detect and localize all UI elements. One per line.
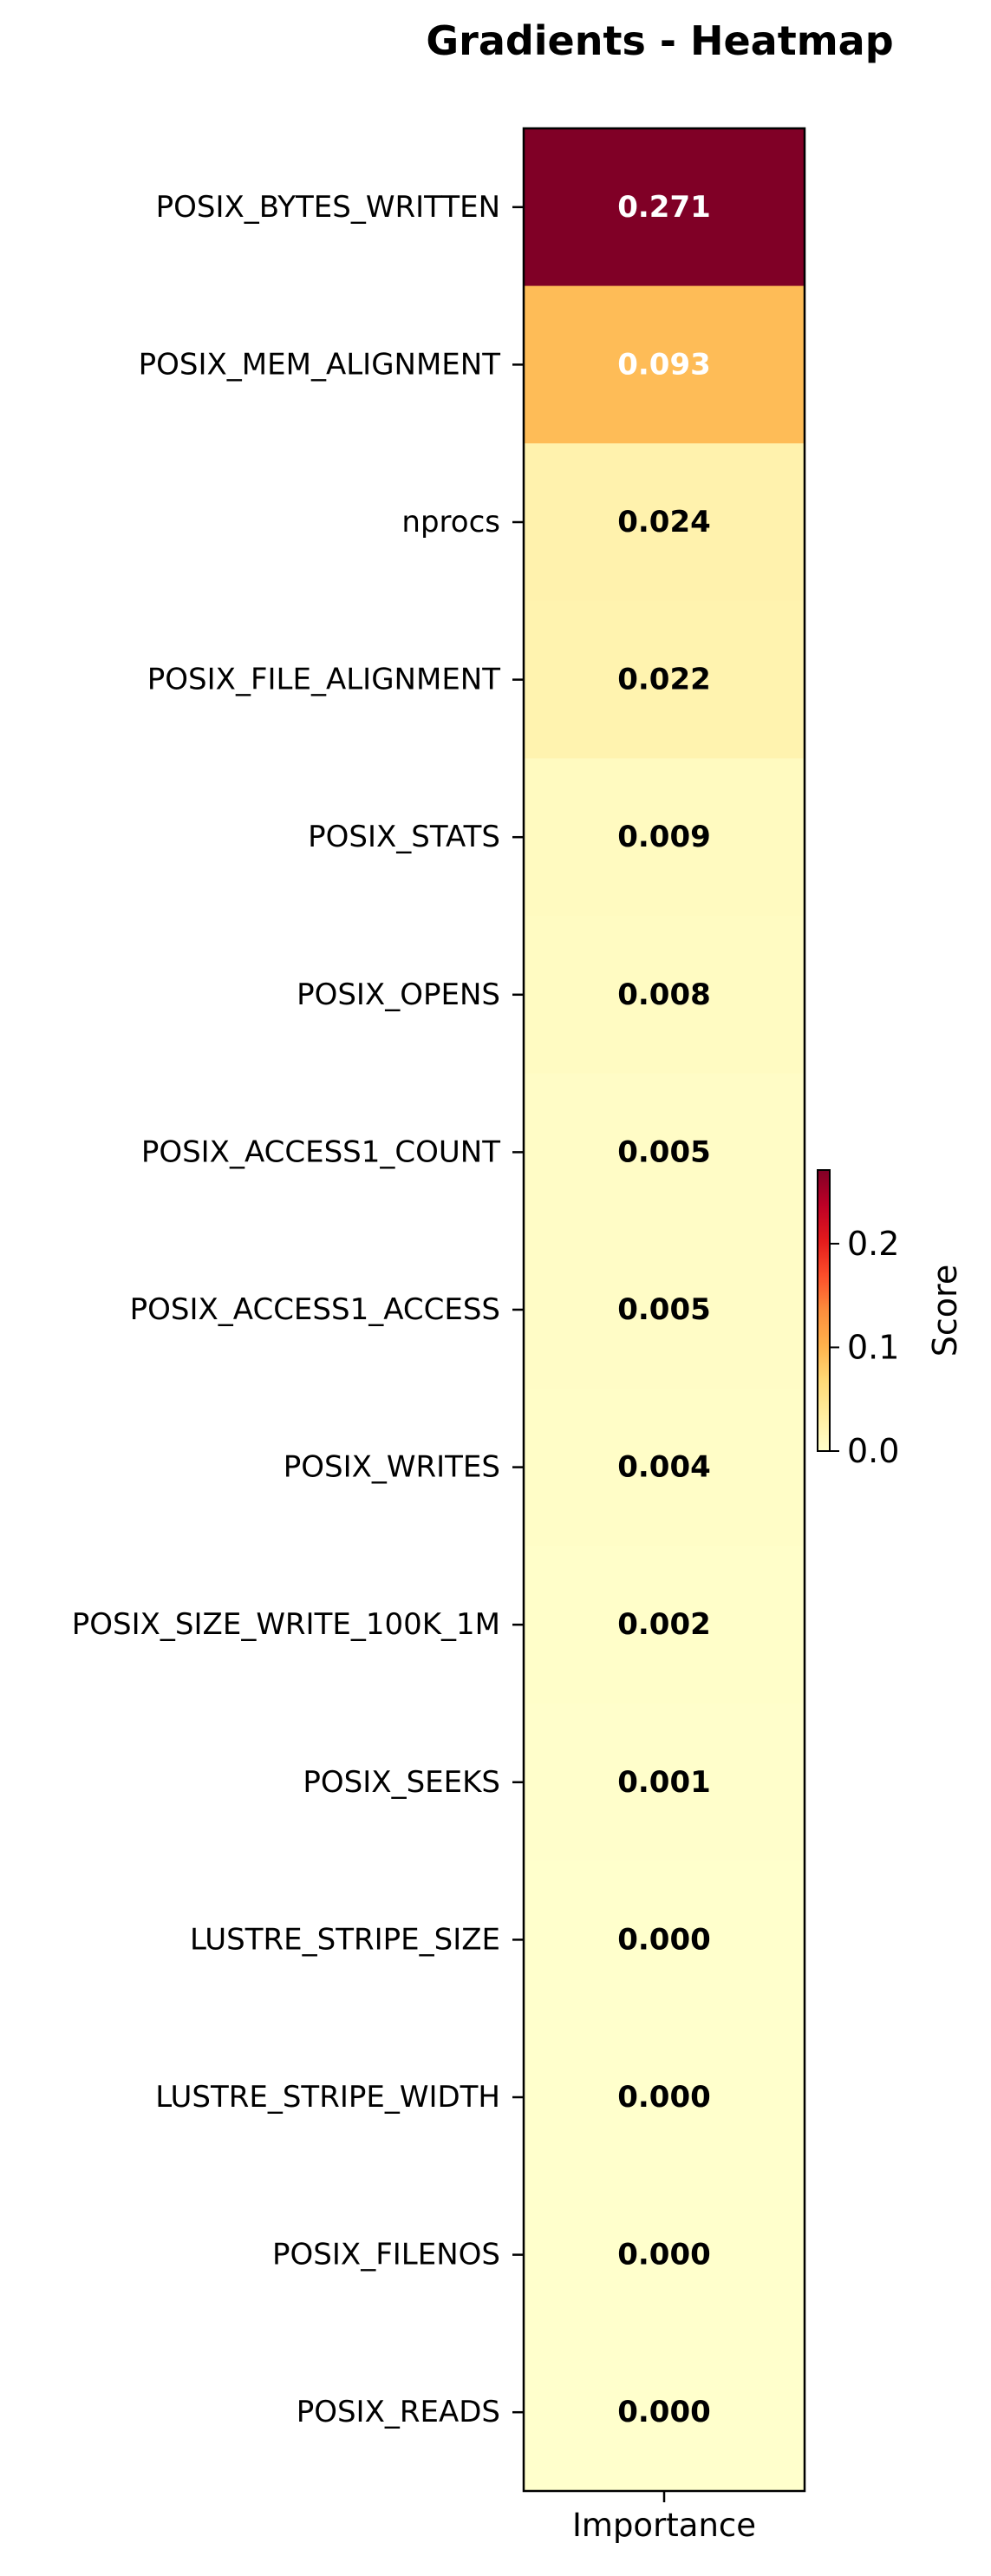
colorbar-tick-label: 0.0 [847, 1432, 899, 1470]
row-label: LUSTRE_STRIPE_SIZE [190, 1922, 500, 1957]
x-tick-label: Importance [572, 2507, 756, 2544]
chart-title: Gradients - Heatmap [426, 17, 893, 64]
row-label: POSIX_SIZE_WRITE_100K_1M [72, 1607, 500, 1642]
heatmap-cell [524, 443, 805, 602]
colorbar: 0.0 0.1 0.2 Score [817, 1169, 964, 1470]
row-label: POSIX_FILENOS [272, 2238, 500, 2272]
cell-value-label: 0.000 [617, 2395, 711, 2429]
row-label: POSIX_WRITES [284, 1450, 500, 1485]
colorbar-tick-label: 0.2 [847, 1225, 899, 1263]
row-label: POSIX_FILE_ALIGNMENT [147, 663, 500, 697]
heatmap-cell [524, 1703, 805, 1862]
cell-value-label: 0.001 [617, 1765, 711, 1800]
heatmap-cell [524, 1073, 805, 1232]
heatmap-cells [524, 128, 805, 2492]
cell-value-label: 0.022 [617, 663, 711, 697]
colorbar-label: Score [926, 1265, 964, 1357]
row-labels: POSIX_BYTES_WRITTEN POSIX_MEM_ALIGNMENTnp… [72, 190, 524, 2429]
cell-value-labels: 0.271 0.093 0.024 0.022 0.009 0.008 0.005 0.005… [617, 190, 711, 2429]
cell-value-label: 0.000 [617, 2238, 711, 2272]
colorbar-tick-label: 0.1 [847, 1328, 899, 1366]
heatmap-cell [524, 2175, 805, 2334]
heatmap-cell [524, 285, 805, 444]
row-label: POSIX_READS [297, 2395, 500, 2429]
cell-value-label: 0.005 [617, 1292, 711, 1327]
row-label: POSIX_SEEKS [303, 1765, 500, 1800]
row-label: POSIX_ACCESS1_COUNT [141, 1134, 500, 1169]
heatmap-cell [524, 128, 805, 287]
heatmap-cell [524, 1231, 805, 1389]
heatmap-cell [524, 600, 805, 759]
colorbar-gradient [817, 1169, 831, 1452]
cell-value-label: 0.000 [617, 2080, 711, 2115]
heatmap-cell [524, 1860, 805, 2019]
row-label: POSIX_ACCESS1_ACCESS [130, 1292, 500, 1327]
cell-value-label: 0.009 [617, 820, 711, 854]
heatmap-cell [524, 758, 805, 917]
cell-value-label: 0.005 [617, 1134, 711, 1169]
heatmap-cell [524, 1546, 805, 1704]
heatmap-cell [524, 2333, 805, 2492]
heatmap-cell [524, 1388, 805, 1546]
cell-value-label: 0.002 [617, 1607, 711, 1642]
row-label: nprocs [401, 505, 500, 539]
cell-value-label: 0.271 [617, 190, 711, 225]
cell-value-label: 0.000 [617, 1922, 711, 1957]
row-label: POSIX_BYTES_WRITTEN [156, 190, 500, 225]
cell-value-label: 0.093 [617, 347, 711, 382]
row-label: POSIX_MEM_ALIGNMENT [139, 347, 501, 382]
row-label: LUSTRE_STRIPE_WIDTH [155, 2080, 500, 2115]
cell-value-label: 0.004 [617, 1450, 711, 1485]
x-axis: Importance [572, 2491, 756, 2544]
row-label: POSIX_STATS [308, 820, 500, 854]
heatmap-cell [524, 2018, 805, 2177]
cell-value-label: 0.008 [617, 977, 711, 1012]
heatmap-cell [524, 916, 805, 1075]
row-label: POSIX_OPENS [297, 977, 500, 1012]
cell-value-label: 0.024 [617, 505, 711, 539]
